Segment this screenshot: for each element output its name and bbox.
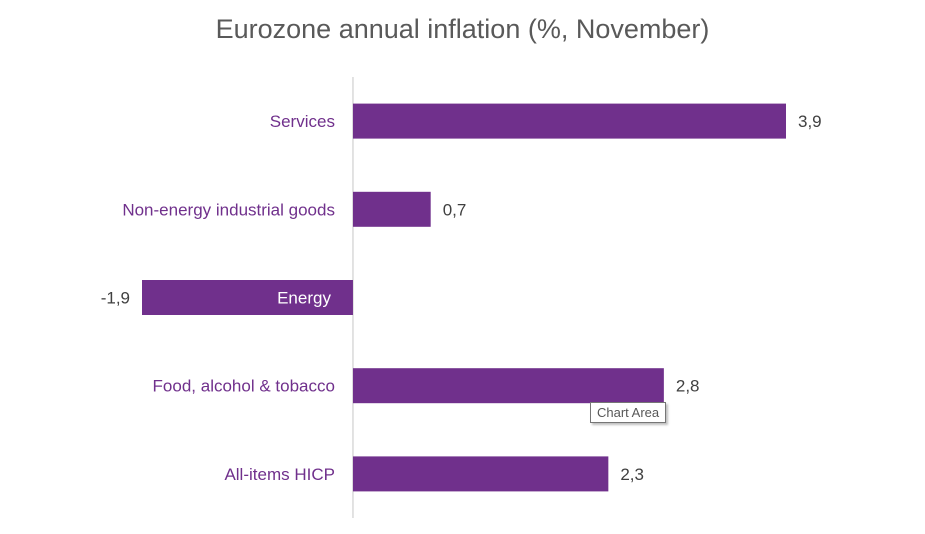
bar [352,456,609,492]
bar [142,280,353,315]
data-label: -1,9 [101,289,130,308]
chart-area-tooltip: Chart Area [590,402,667,423]
bar [352,103,786,139]
category-label: Food, alcohol & tobacco [153,377,335,396]
chart-title: Eurozone annual inflation (%, November) [215,14,710,44]
data-label: 2,3 [620,465,644,484]
data-label: 2,8 [676,377,700,396]
category-label: Energy [277,289,331,308]
data-label: 3,9 [798,112,822,131]
category-label: All-items HICP [224,465,335,484]
category-label: Non-energy industrial goods [122,200,335,219]
data-label: 0,7 [443,200,467,219]
bar [352,191,431,227]
bar [352,368,664,404]
category-label: Services [270,112,335,131]
